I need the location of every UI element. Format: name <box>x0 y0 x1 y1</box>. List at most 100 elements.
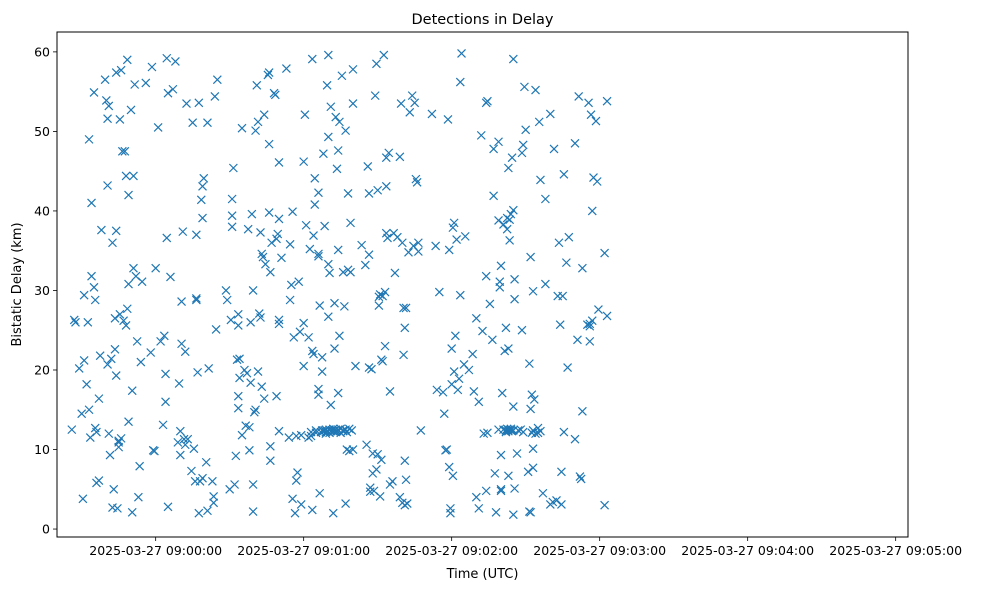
data-point <box>400 456 410 466</box>
data-point <box>322 80 332 90</box>
data-point <box>198 473 207 483</box>
data-point <box>296 499 306 509</box>
data-point <box>299 361 309 371</box>
data-point <box>103 181 112 190</box>
data-point <box>341 499 351 509</box>
data-point <box>494 216 503 225</box>
y-axis-ticks: 0 10 20 30 40 50 60 <box>34 44 57 537</box>
data-point <box>156 336 166 346</box>
data-point <box>318 149 328 159</box>
data-point <box>536 426 545 436</box>
data-point <box>256 313 265 322</box>
data-point <box>346 267 355 277</box>
data-point <box>561 258 571 268</box>
y-axis-label: Bistatic Delay (km) <box>10 222 25 346</box>
data-point <box>299 157 309 167</box>
data-point <box>323 312 333 322</box>
data-point <box>235 373 244 383</box>
data-point <box>388 476 397 486</box>
data-point <box>177 339 186 349</box>
data-point <box>481 271 491 281</box>
data-point <box>248 507 258 516</box>
data-point <box>407 91 417 101</box>
data-point <box>124 279 133 289</box>
data-point <box>602 311 612 321</box>
data-point <box>248 480 258 489</box>
data-point <box>79 290 89 300</box>
data-point <box>575 472 585 481</box>
data-point <box>179 434 189 444</box>
data-point <box>115 309 125 319</box>
data-point <box>427 109 437 119</box>
data-point <box>163 88 173 98</box>
data-point <box>158 420 168 430</box>
data-point <box>251 405 260 415</box>
data-point <box>400 500 410 510</box>
data-point <box>413 247 423 256</box>
data-point <box>193 367 203 377</box>
data-point <box>233 403 243 413</box>
data-point <box>346 218 355 228</box>
data-point <box>592 177 602 186</box>
data-point <box>121 171 131 181</box>
data-point <box>232 355 242 365</box>
x-tick-label: 2025-03-27 09:05:00 <box>829 543 962 558</box>
data-point <box>136 357 146 367</box>
data-point <box>397 238 407 248</box>
data-point <box>294 277 304 287</box>
data-point <box>183 434 193 444</box>
data-point <box>264 208 274 217</box>
data-point <box>485 299 495 309</box>
data-point <box>244 445 254 455</box>
data-point <box>351 361 360 371</box>
data-point <box>94 476 104 485</box>
data-point <box>499 220 508 229</box>
data-point <box>251 126 260 136</box>
data-point <box>559 169 569 179</box>
data-point <box>412 177 422 187</box>
data-point <box>307 54 317 64</box>
data-point <box>175 426 185 436</box>
data-point <box>264 139 274 149</box>
data-point <box>378 291 388 301</box>
data-point <box>457 49 466 58</box>
data-point <box>528 286 538 296</box>
data-point <box>295 327 305 337</box>
data-point <box>114 437 124 447</box>
data-point <box>444 462 454 472</box>
data-point <box>212 75 222 85</box>
data-point <box>531 429 540 439</box>
data-point <box>570 138 580 148</box>
data-point <box>293 468 302 478</box>
data-point <box>285 295 295 305</box>
data-point <box>124 190 133 200</box>
data-point <box>209 492 219 501</box>
data-point <box>587 206 597 216</box>
data-point <box>587 316 597 326</box>
data-point <box>304 433 314 443</box>
data-point <box>162 233 172 243</box>
data-point <box>399 303 408 313</box>
data-point <box>199 173 209 183</box>
data-point <box>89 282 99 292</box>
data-point <box>243 224 253 234</box>
data-point <box>284 433 294 443</box>
data-point <box>402 499 412 509</box>
data-point <box>503 344 513 353</box>
data-point <box>188 118 198 128</box>
data-point <box>231 451 241 461</box>
data-point <box>256 227 265 237</box>
data-point <box>248 286 258 295</box>
data-point <box>87 198 96 208</box>
x-tick-label: 2025-03-27 09:01:00 <box>237 543 370 558</box>
data-point <box>261 259 270 269</box>
data-point <box>265 441 275 451</box>
data-point <box>380 287 390 297</box>
data-point <box>538 488 548 498</box>
data-point <box>277 253 286 263</box>
chart-title: Detections in Delay <box>411 12 553 28</box>
data-point <box>253 117 263 127</box>
data-point <box>273 229 283 239</box>
